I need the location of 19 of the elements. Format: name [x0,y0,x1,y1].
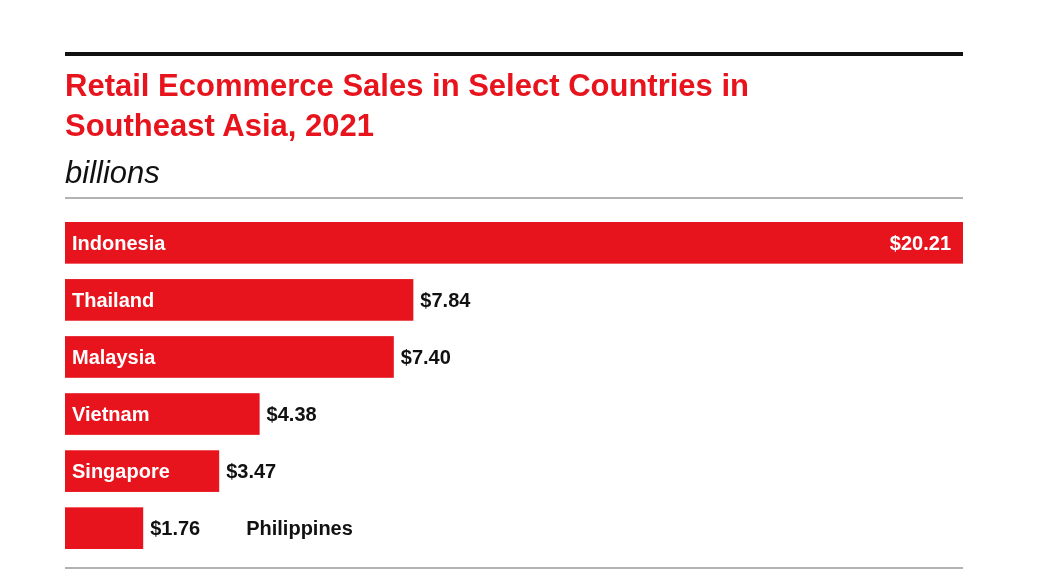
bar [65,222,963,264]
y-tick-label: Vietnam [72,403,150,426]
data-label: $7.40 [400,345,451,368]
bar [65,393,260,435]
y-tick-label: Thailand [72,288,155,311]
bar [65,336,394,378]
data-label: $20.21 [889,231,951,254]
data-label: $1.76 [150,517,201,540]
data-label: $3.47 [226,460,277,483]
y-tick-label: Philippines [246,517,353,540]
y-tick-label: Indonesia [72,231,167,254]
y-tick-label: Malaysia [72,345,157,368]
y-tick-label: Singapore [72,460,170,483]
data-label: $7.84 [420,288,472,311]
chart-subtitle: billions [65,155,160,190]
bar [65,279,414,321]
data-label: $4.38 [266,403,317,426]
chart-title: Retail Ecommerce Sales in Select Countries in Southeast Asia, 2021 [65,68,749,143]
bar [65,507,144,549]
